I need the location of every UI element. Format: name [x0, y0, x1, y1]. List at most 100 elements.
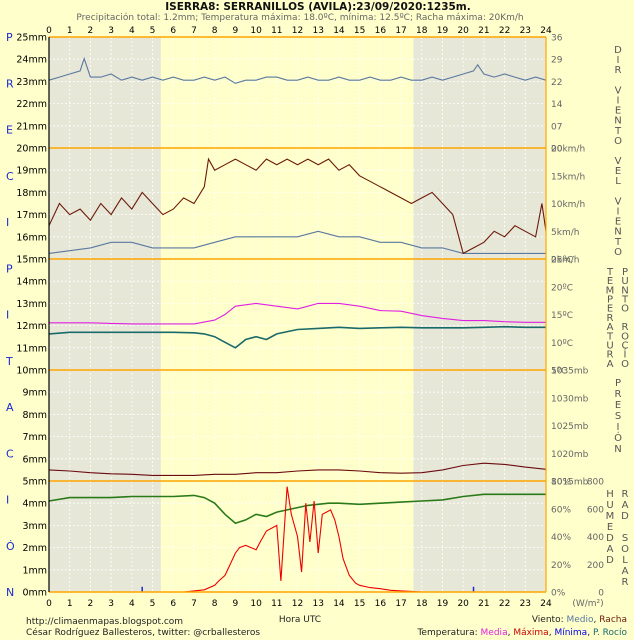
x-tick-bottom-15: 15: [354, 599, 365, 609]
dir-label-char-8: T: [614, 126, 622, 137]
left-tick-21: 4mm: [22, 499, 47, 510]
hum-tick-0: 80%: [551, 478, 571, 488]
x-tick-top-19: 19: [437, 26, 449, 36]
left-letter-10: I: [6, 494, 9, 507]
x-tick-bottom-3: 3: [108, 599, 114, 609]
series-6: [48, 493, 546, 525]
left-tick-7: 18mm: [16, 188, 47, 199]
series-2: [48, 157, 547, 255]
temp-label2-char-9: Í: [624, 348, 627, 361]
vel-label-char-9: O: [614, 247, 622, 258]
x-tick-bottom-24: 24: [540, 599, 552, 609]
night-shading-0: [49, 37, 161, 592]
dir-label-char-0: D: [614, 45, 622, 56]
temp-tick-0: 25ºC: [551, 256, 573, 266]
hum-tick2-3: 200: [587, 561, 604, 571]
hum-label2-char-2: D: [621, 511, 629, 522]
hum-label-char-4: D: [606, 533, 614, 544]
x-tick-top-16: 16: [375, 26, 387, 36]
temp-tick-1: 20ºC: [551, 283, 573, 293]
temp-label-char-4: E: [607, 304, 613, 315]
temp-label2-char-6: R: [622, 322, 629, 333]
x-tick-top-14: 14: [333, 26, 345, 36]
x-tick-bottom-11: 11: [271, 599, 282, 609]
temp-label2-char-7: O: [621, 331, 629, 342]
vel-label-char-7: N: [614, 227, 621, 238]
hum-tick2-0: 800: [587, 478, 604, 488]
temp-label-char-10: A: [607, 359, 614, 370]
left-tick-3: 22mm: [16, 99, 47, 110]
x-tick-top-7: 7: [191, 26, 197, 36]
pres-tick-1: 1030mb: [551, 394, 589, 404]
x-tick-bottom-12: 12: [292, 599, 303, 609]
x-tick-top-24: 24: [540, 26, 552, 36]
dir-label-char-5: I: [617, 96, 620, 107]
dir-label-char-2: R: [615, 65, 622, 76]
left-tick-15: 10mm: [16, 366, 47, 377]
left-tick-12: 13mm: [16, 299, 47, 310]
x-tick-top-10: 10: [250, 26, 262, 36]
hum-tick-1: 60%: [551, 505, 571, 515]
left-tick-10: 15mm: [16, 255, 47, 266]
hum-label2-char-7: A: [622, 566, 629, 577]
left-tick-0: 25mm: [16, 33, 47, 44]
hum-label2-char-5: O: [621, 544, 629, 555]
temp-legend-sep1: ,: [508, 628, 514, 638]
temp-label-char-3: P: [607, 295, 613, 306]
left-letter-11: Ó: [6, 540, 15, 553]
pres-label-char-4: I: [617, 422, 620, 433]
hum-tick2-4: 0: [598, 589, 604, 599]
left-tick-2: 23mm: [16, 77, 47, 88]
x-tick-top-8: 8: [212, 26, 218, 36]
wind-legend-racha: Racha: [599, 615, 627, 625]
left-tick-14: 11mm: [16, 343, 47, 354]
series-4: [48, 325, 546, 349]
x-tick-bottom-17: 17: [395, 599, 406, 609]
left-tick-4: 21mm: [16, 121, 47, 132]
temp-label-char-8: U: [606, 340, 613, 351]
x-tick-bottom-19: 19: [437, 599, 449, 609]
pres-tick-4: 1015mb: [551, 478, 589, 488]
left-letter-2: E: [6, 124, 13, 137]
pres-label-char-2: E: [615, 400, 621, 411]
temp-label2-char-10: O: [621, 359, 629, 370]
left-letter-5: P: [6, 262, 13, 275]
temp-tick-3: 10ºC: [551, 339, 573, 349]
x-tick-bottom-21: 21: [478, 599, 489, 609]
x-tick-bottom-23: 23: [520, 599, 531, 609]
x-tick-bottom-20: 20: [457, 599, 469, 609]
left-tick-13: 12mm: [16, 321, 47, 332]
left-tick-18: 7mm: [22, 432, 47, 443]
temp-label-char-1: E: [607, 276, 613, 287]
left-tick-17: 8mm: [22, 410, 47, 421]
vel-label-char-4: V: [615, 196, 622, 207]
x-tick-bottom-4: 4: [129, 599, 135, 609]
x-tick-top-13: 13: [312, 26, 323, 36]
vel-label-char-6: E: [615, 217, 621, 228]
vel-tick-1: 15km/h: [551, 172, 585, 182]
left-letter-4: I: [6, 216, 9, 229]
vel-tick-2: 10km/h: [551, 200, 585, 210]
dir-label-char-7: N: [614, 116, 621, 127]
axis-labels: 0011223344556677889910101111121213131414…: [5, 26, 629, 609]
night-shading-1: [413, 37, 546, 592]
dir-tick-5: 00: [551, 145, 563, 155]
left-tick-9: 16mm: [16, 232, 47, 243]
x-tick-top-2: 2: [88, 26, 94, 36]
wind-legend-sep: ,: [594, 615, 600, 625]
vel-label-char-2: L: [615, 176, 621, 187]
x-tick-top-20: 20: [457, 26, 469, 36]
pres-tick-0: 1035mb: [551, 367, 589, 377]
x-tick-top-17: 17: [395, 26, 406, 36]
left-tick-8: 17mm: [16, 210, 47, 221]
left-tick-19: 6mm: [22, 454, 47, 465]
x-tick-top-21: 21: [478, 26, 489, 36]
hum-unit2: (W/m²): [572, 599, 603, 609]
x-tick-bottom-0: 0: [46, 599, 52, 609]
vel-tick-4: 0km/h: [551, 256, 579, 266]
temp-label-char-9: R: [607, 350, 614, 361]
pres-label-char-0: P: [615, 378, 621, 389]
wind-legend-prefix: Viento:: [532, 615, 567, 625]
left-letter-0: P: [6, 31, 13, 44]
left-letter-6: I: [6, 309, 9, 322]
